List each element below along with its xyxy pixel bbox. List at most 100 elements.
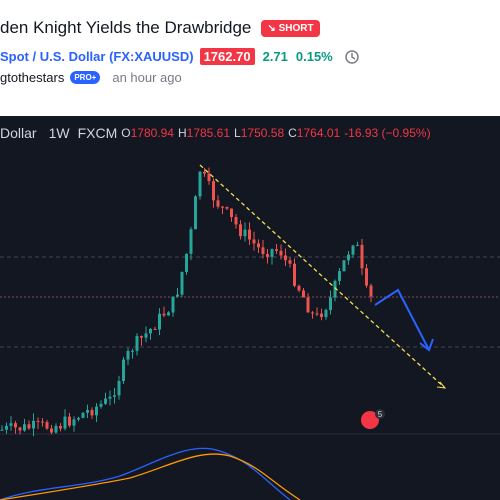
short-badge[interactable]: ↘ SHORT [261,19,320,37]
candle-body [95,406,98,416]
candle-body [360,244,364,269]
legend-source: FXCM [77,125,118,141]
candle-body [324,309,328,318]
low: 1750.58 [240,126,285,140]
legend-change: -16.93 (−0.95%) [344,126,431,140]
candle-body [14,423,17,428]
candle-body [176,294,179,297]
candle-body [333,280,337,298]
symbol[interactable]: Spot / U.S. Dollar (FX:XAUUSD) [0,48,194,64]
legend-symbol: Dollar [0,125,37,141]
candle-body [180,271,184,295]
candle-body [41,421,44,423]
candle-body [5,425,8,430]
chart-canvas: 5 [0,164,500,500]
candle-body [117,380,121,396]
candle-body [131,350,134,352]
candle-body [207,173,211,182]
candle-body [45,422,49,429]
candle-body [113,395,116,397]
high: 1785.61 [186,126,231,140]
candle-body [86,410,89,413]
candle-body [297,285,301,291]
candle-body [320,313,323,318]
candle-body [261,247,265,255]
candle-body [36,420,40,422]
candle-body [225,207,229,209]
candle-body [90,410,94,416]
candle-body [194,196,197,230]
candle-body [185,253,188,272]
candle-body [369,285,373,297]
candle-body [347,254,350,261]
low-label: L [234,126,241,140]
candle-body [293,263,296,286]
pro-badge: PRO+ [70,71,101,84]
candle-body [356,244,359,246]
close-label: C [288,126,297,140]
candle-body [365,268,368,286]
candle-body [104,398,107,404]
candle-body [279,250,283,256]
open-label: O [121,126,131,140]
candle-body [203,171,206,174]
candle-body [338,271,341,281]
candle-body [248,229,251,240]
short-label: SHORT [278,22,314,34]
candle-body [171,296,175,313]
candle-body [234,217,238,225]
candle-body [306,297,310,313]
candle-body [63,416,67,429]
chart-area[interactable]: 5 [0,116,500,500]
candle-body [284,255,287,261]
candle-body [212,181,215,201]
candle-body [221,206,224,208]
close: 1764.01 [296,126,341,140]
candle-body [122,359,125,381]
candle-body [0,429,4,431]
alert-icon[interactable] [343,47,363,65]
candle-body [189,229,193,254]
candle-body [216,200,220,207]
candle-body [9,423,13,426]
candle-body [266,254,269,257]
candle-body [23,424,26,431]
open: 1780.94 [130,126,174,140]
candle-body [257,243,260,248]
change: 2.71 [262,48,288,64]
candle-body [54,425,58,433]
candle-body [135,336,139,351]
indicator-line [0,447,291,500]
candle-body [302,290,305,298]
candle-body [72,419,76,426]
author-row: gtothestars PRO+ an hour ago [0,70,182,85]
forecast-arrowhead [419,338,434,352]
trend-arrowhead [436,381,447,389]
candle-body [275,249,278,251]
candle-body [50,428,53,433]
candle-body [59,425,62,429]
candle-body [77,417,80,420]
candle-body [167,312,170,316]
candle-body [81,412,85,418]
price: 1762.70 [199,47,255,65]
candle-body [162,313,166,316]
forecast-arrow [374,288,429,349]
candle-body [252,239,256,244]
candle-body [342,260,346,272]
candle-body [149,328,152,334]
indicator-signal [0,453,301,500]
idea-title: den Knight Yields the Drawbridge [0,18,252,37]
candle-body [27,424,31,429]
candle-body [243,229,247,237]
event-icon[interactable] [361,411,379,429]
candle-body [315,313,319,315]
candle-body [239,224,242,237]
candle-body [108,396,112,399]
trend-line [199,164,446,389]
candle-body [99,403,103,407]
author[interactable]: gtothestars [0,70,65,85]
legend-interval: 1W [48,125,70,141]
candle-body [198,171,202,197]
candle-body [230,208,233,218]
